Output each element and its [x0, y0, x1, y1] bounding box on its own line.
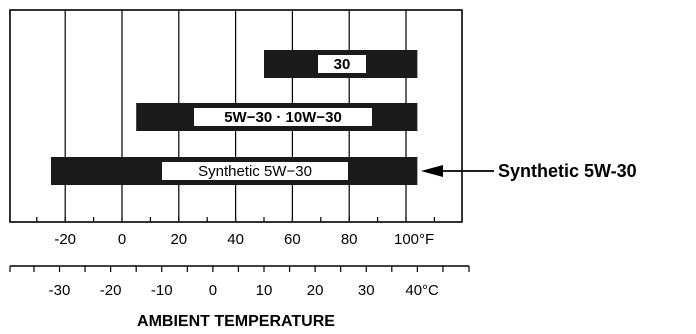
bar-label-box — [162, 162, 348, 180]
bar-label: 30 — [334, 56, 351, 73]
celsius-tick-label: -30 — [49, 282, 71, 299]
x-axis-title: AMBIENT TEMPERATURE — [137, 313, 335, 330]
fahrenheit-tick-label: 80 — [341, 231, 358, 248]
celsius-tick-label: 20 — [307, 282, 324, 299]
bars-group: 30 5W−30 · 10W−30 Synthetic 5W−30 — [51, 50, 418, 185]
fahrenheit-axis: -20 0 20 40 60 80 100°F — [36, 217, 435, 248]
fahrenheit-tick-label: 20 — [170, 231, 187, 248]
callout-arrow-head — [421, 165, 443, 177]
fahrenheit-tick-label: 100°F — [394, 231, 434, 248]
grid-lines — [64, 10, 407, 222]
callout-group: Synthetic 5W-30 — [421, 161, 637, 181]
callout-label: Synthetic 5W-30 — [498, 161, 637, 181]
celsius-tick-label: -10 — [151, 282, 173, 299]
celsius-axis: -30 -20 -10 0 10 20 30 40°C — [9, 265, 470, 299]
fahrenheit-tick-label: 40 — [227, 231, 244, 248]
fahrenheit-tick-label: -20 — [54, 231, 76, 248]
bar-label-box — [318, 55, 366, 73]
celsius-tick-label: 30 — [358, 282, 375, 299]
fahrenheit-tick-label: 60 — [284, 231, 301, 248]
bar-label-box — [194, 108, 372, 126]
fahrenheit-tick-label: 0 — [118, 231, 126, 248]
bar-label: Synthetic 5W−30 — [198, 163, 312, 180]
celsius-tick-label: -20 — [100, 282, 122, 299]
bar-label: 5W−30 · 10W−30 — [224, 109, 342, 126]
celsius-tick-label: 40°C — [405, 282, 439, 299]
celsius-tick-label: 10 — [256, 282, 273, 299]
celsius-tick-label: 0 — [209, 282, 217, 299]
